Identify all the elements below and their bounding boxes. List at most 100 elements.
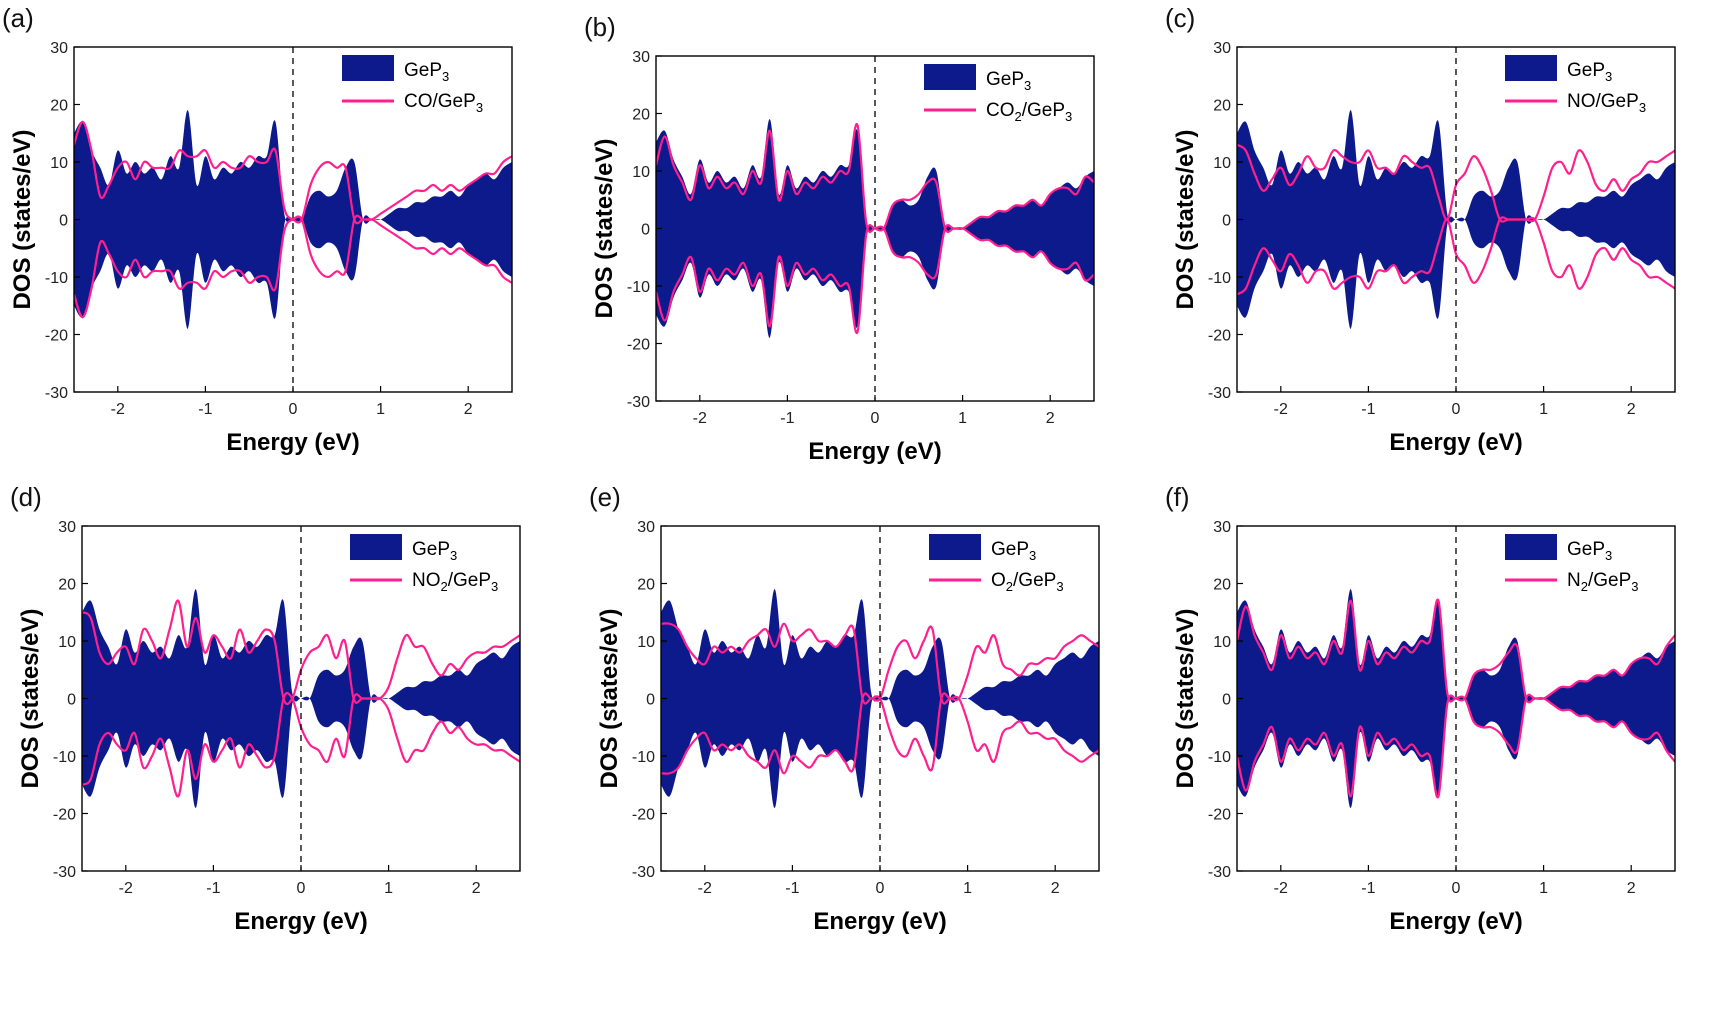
y-tick-label: -10 bbox=[1208, 270, 1231, 287]
legend-swatch-gep3 bbox=[342, 55, 394, 81]
legend-swatch-gep3 bbox=[350, 534, 402, 560]
legend-label-adsorbed: NO2/GeP3 bbox=[412, 570, 498, 594]
dos-fill-gep3 bbox=[82, 589, 520, 808]
legend-swatch-gep3 bbox=[929, 534, 981, 560]
y-tick-label: 30 bbox=[632, 49, 650, 66]
x-tick-label: 0 bbox=[871, 410, 880, 427]
plot-area bbox=[74, 110, 512, 329]
y-tick-label: 30 bbox=[50, 40, 68, 57]
x-tick-label: -2 bbox=[1274, 880, 1288, 897]
y-tick-label: 10 bbox=[58, 634, 76, 651]
x-axis-title: Energy (eV) bbox=[226, 429, 359, 456]
x-tick-label: -2 bbox=[119, 880, 133, 897]
dos-line-lower bbox=[1237, 216, 1675, 296]
y-tick-label: 0 bbox=[67, 692, 76, 709]
y-tick-label: -30 bbox=[1208, 385, 1231, 402]
y-tick-label: 30 bbox=[58, 519, 76, 536]
legend-swatch-gep3 bbox=[924, 64, 976, 90]
panel-label: (d) bbox=[10, 482, 42, 512]
y-axis-title: DOS (states/eV) bbox=[1172, 129, 1199, 309]
x-tick-label: -2 bbox=[1274, 401, 1288, 418]
legend-label-adsorbed: O2/GeP3 bbox=[991, 570, 1064, 594]
y-tick-label: -20 bbox=[1208, 328, 1231, 345]
x-tick-label: 0 bbox=[1452, 401, 1461, 418]
x-axis-title: Energy (eV) bbox=[813, 908, 946, 935]
y-tick-label: 30 bbox=[637, 519, 655, 536]
x-axis-title: Energy (eV) bbox=[1389, 429, 1522, 456]
y-tick-label: -10 bbox=[45, 270, 68, 287]
dos-line-lower bbox=[74, 214, 512, 319]
panel-label: (c) bbox=[1165, 3, 1195, 33]
legend-label-gep3: GeP3 bbox=[986, 69, 1031, 93]
legend-label-gep3: GeP3 bbox=[1567, 60, 1612, 84]
y-tick-label: -30 bbox=[53, 864, 76, 881]
plot-area bbox=[1237, 110, 1675, 329]
dos-fill-gep3 bbox=[74, 110, 512, 329]
dos-fill-gep3 bbox=[1237, 110, 1675, 329]
x-tick-label: 2 bbox=[472, 880, 481, 897]
y-tick-label: -20 bbox=[632, 807, 655, 824]
x-tick-label: 0 bbox=[1452, 880, 1461, 897]
x-tick-label: -1 bbox=[1361, 880, 1375, 897]
y-tick-label: 0 bbox=[641, 222, 650, 239]
y-tick-label: 10 bbox=[637, 634, 655, 651]
dos-fill-gep3 bbox=[1237, 589, 1675, 808]
x-tick-label: -1 bbox=[780, 410, 794, 427]
panel-label: (f) bbox=[1165, 482, 1190, 512]
y-tick-label: -20 bbox=[1208, 807, 1231, 824]
panel-label: (a) bbox=[2, 3, 34, 33]
legend-label-adsorbed: N2/GeP3 bbox=[1567, 570, 1639, 594]
y-axis-title: DOS (states/eV) bbox=[9, 129, 36, 309]
panel-label: (e) bbox=[589, 482, 621, 512]
x-tick-label: -1 bbox=[206, 880, 220, 897]
y-tick-label: -10 bbox=[632, 749, 655, 766]
y-tick-label: -30 bbox=[627, 394, 650, 411]
legend-label-adsorbed: CO2/GeP3 bbox=[986, 100, 1072, 124]
y-tick-label: 10 bbox=[632, 164, 650, 181]
x-tick-label: -2 bbox=[698, 880, 712, 897]
dos-fill-gep3 bbox=[661, 589, 1099, 808]
y-tick-label: -30 bbox=[632, 864, 655, 881]
x-tick-label: 1 bbox=[376, 401, 385, 418]
x-tick-label: 1 bbox=[963, 880, 972, 897]
y-tick-label: -30 bbox=[45, 385, 68, 402]
x-tick-label: 2 bbox=[1046, 410, 1055, 427]
x-tick-label: 0 bbox=[876, 880, 885, 897]
plot-area bbox=[82, 589, 520, 808]
x-tick-label: 2 bbox=[464, 401, 473, 418]
y-tick-label: -10 bbox=[53, 749, 76, 766]
y-tick-label: 10 bbox=[50, 155, 68, 172]
y-tick-label: -10 bbox=[1208, 749, 1231, 766]
y-tick-label: 10 bbox=[1213, 634, 1231, 651]
y-tick-label: -20 bbox=[45, 328, 68, 345]
plot-area bbox=[661, 589, 1099, 808]
legend-swatch-gep3 bbox=[1505, 534, 1557, 560]
y-tick-label: -30 bbox=[1208, 864, 1231, 881]
legend-label-adsorbed: CO/GeP3 bbox=[404, 91, 483, 115]
legend-label-gep3: GeP3 bbox=[412, 539, 457, 563]
y-tick-label: 0 bbox=[646, 692, 655, 709]
legend-swatch-gep3 bbox=[1505, 55, 1557, 81]
y-tick-label: 0 bbox=[1222, 692, 1231, 709]
y-tick-label: 0 bbox=[59, 213, 68, 230]
x-tick-label: 2 bbox=[1627, 880, 1636, 897]
y-tick-label: 20 bbox=[637, 577, 655, 594]
y-axis-title: DOS (states/eV) bbox=[596, 608, 623, 788]
plot-area bbox=[656, 119, 1094, 338]
y-tick-label: -20 bbox=[53, 807, 76, 824]
y-tick-label: 30 bbox=[1213, 40, 1231, 57]
x-tick-label: 1 bbox=[384, 880, 393, 897]
x-tick-label: -2 bbox=[111, 401, 125, 418]
y-axis-title: DOS (states/eV) bbox=[1172, 608, 1199, 788]
legend-label-gep3: GeP3 bbox=[1567, 539, 1612, 563]
x-tick-label: 1 bbox=[1539, 880, 1548, 897]
dos-line-lower bbox=[1237, 693, 1675, 799]
y-tick-label: 20 bbox=[632, 107, 650, 124]
y-tick-label: 0 bbox=[1222, 213, 1231, 230]
